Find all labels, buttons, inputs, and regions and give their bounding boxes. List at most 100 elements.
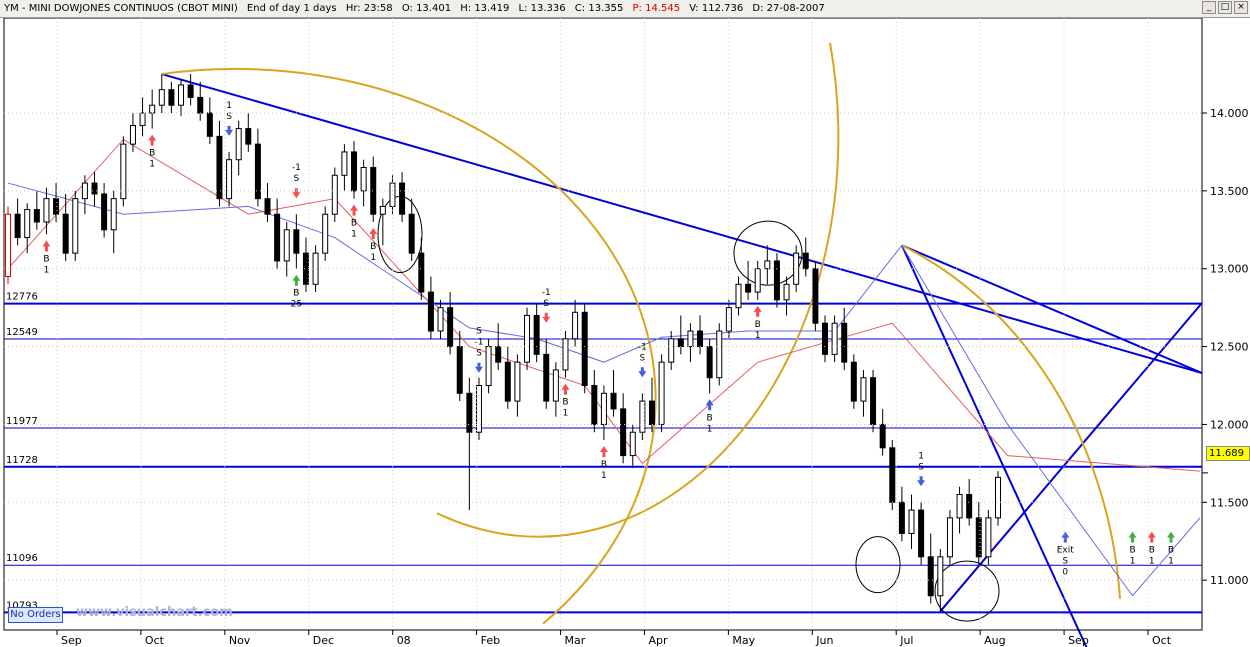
price-bar	[129, 112, 136, 152]
price-bar	[668, 331, 675, 370]
bar-body	[351, 151, 358, 192]
signal-sell: -1S	[638, 342, 647, 378]
title-close: C: 13.355	[574, 3, 624, 14]
price-bar	[62, 193, 69, 261]
signal-label: 1	[563, 409, 569, 419]
bar-body	[408, 213, 415, 254]
y-axis: 11.000 11.500 12.000 12.500 13.000 13.500 14.0…	[4, 107, 1249, 587]
no-orders-button[interactable]: No Orders	[8, 607, 63, 623]
price-bar	[985, 510, 992, 565]
buy-arrow-icon	[561, 383, 570, 395]
price-bar	[908, 494, 915, 550]
bar-body	[841, 322, 848, 363]
highlight-ellipse	[733, 220, 803, 286]
price-bar	[610, 369, 617, 417]
signal-label: 1	[755, 331, 761, 341]
arc	[901, 244, 1121, 599]
price-bar	[264, 183, 271, 222]
y-tick-label: 13.500	[1210, 185, 1249, 198]
bar-body	[293, 229, 300, 254]
price-bar	[149, 89, 156, 129]
price-bar	[360, 159, 367, 207]
bar-body	[610, 392, 617, 410]
y-tick-label: 13.000	[1210, 263, 1249, 276]
bar-body	[946, 517, 953, 558]
price-bar	[831, 315, 838, 363]
bar-body	[312, 252, 319, 285]
title-hour: Hr: 23:58	[345, 3, 393, 14]
price-bar	[524, 307, 531, 370]
signal-label: S	[543, 299, 549, 309]
bar-body	[370, 166, 377, 215]
sell-arrow-icon	[542, 312, 551, 323]
bar-body	[158, 89, 165, 106]
signal-buy: B1	[369, 228, 378, 263]
plot-frame	[3, 18, 1203, 631]
bar-body	[591, 385, 598, 425]
highlight-ellipse	[855, 536, 901, 594]
bar-body	[331, 174, 338, 215]
price-bar	[475, 377, 482, 441]
price-bar	[783, 276, 790, 316]
price-bar	[351, 141, 358, 199]
bar-body	[495, 346, 502, 363]
bar-body	[927, 556, 934, 597]
price-bar	[418, 237, 425, 300]
bar-body	[735, 283, 742, 309]
price-bar	[514, 354, 521, 417]
signal-label: B	[562, 398, 568, 408]
title-high: H: 13.419	[460, 3, 510, 14]
bar-body	[725, 307, 732, 332]
price-bar	[533, 302, 540, 363]
price-bar	[206, 97, 213, 145]
price-bar	[706, 338, 713, 394]
price-bar	[110, 190, 117, 254]
bar-body	[677, 338, 684, 348]
bar-body	[360, 166, 367, 192]
bar-body	[995, 476, 1001, 519]
signal-buy: B1	[350, 204, 359, 240]
signal-buy: B1	[599, 446, 608, 481]
price-bar	[552, 362, 559, 417]
bar-body	[543, 353, 550, 402]
bar-body	[53, 198, 60, 215]
title-open: O: 13.401	[401, 3, 452, 14]
bar-body	[427, 291, 434, 332]
signal-label: B	[707, 413, 713, 423]
signal-label: 1	[370, 253, 376, 263]
arc	[436, 42, 840, 538]
bar-body	[379, 205, 386, 215]
buy-arrow-icon	[705, 399, 714, 411]
price-bar	[995, 471, 1001, 526]
price-bar	[889, 440, 896, 511]
bar-body	[802, 252, 809, 270]
price-bar	[168, 81, 175, 113]
close-button[interactable]: ×	[1234, 1, 1248, 14]
signal-label: B	[43, 254, 49, 264]
signal-label: B	[370, 242, 376, 252]
minimize-button[interactable]: _	[1202, 1, 1216, 14]
y-tick-label: 14.000	[1210, 107, 1249, 120]
price-bar	[43, 187, 50, 235]
x-tick-label: Apr	[648, 634, 668, 647]
bar-body	[437, 307, 444, 332]
bar-body	[91, 182, 98, 195]
bar-body	[850, 361, 857, 402]
buy-arrow-icon	[1167, 531, 1176, 543]
bar-body	[716, 330, 723, 379]
watermark-text: www.visualchart.com	[76, 605, 233, 620]
maximize-button[interactable]: □	[1218, 1, 1232, 14]
price-bar	[331, 167, 338, 222]
bar-body	[216, 135, 223, 200]
price-bar	[918, 502, 925, 565]
price-bar	[648, 377, 655, 433]
signal-label: -1	[474, 338, 483, 348]
trend-line	[939, 302, 1203, 612]
sell-arrow-icon	[638, 367, 647, 378]
price-bar	[447, 292, 454, 355]
buy-arrow-icon	[369, 228, 378, 239]
bar-body	[485, 346, 492, 387]
signal-label: S	[640, 353, 646, 363]
price-bar	[620, 393, 627, 464]
